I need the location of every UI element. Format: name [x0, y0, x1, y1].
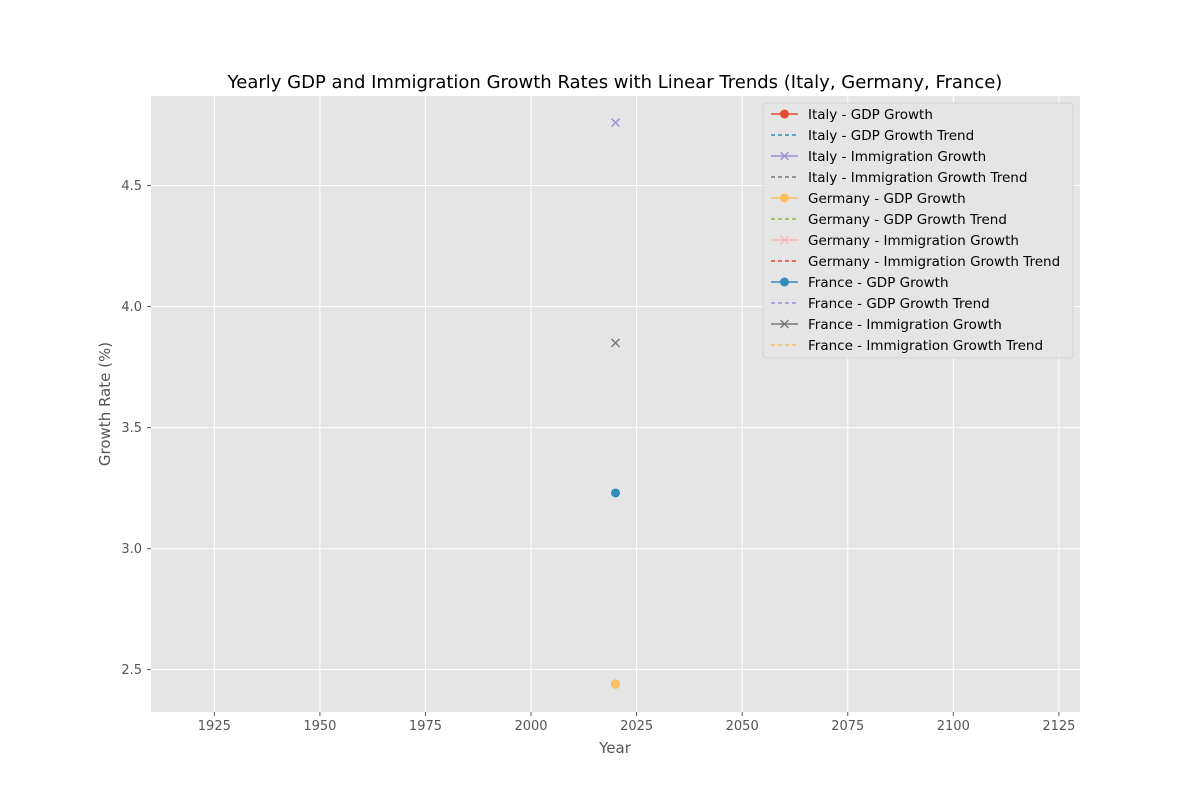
x-tick-label: 2125	[1042, 719, 1075, 734]
legend-item: Italy - GDP Growth Trend	[771, 128, 974, 144]
y-tick-label: 2.5	[121, 663, 142, 678]
legend-item: France - GDP Growth Trend	[771, 296, 990, 312]
y-tick-label: 4.0	[121, 300, 142, 315]
legend-item: France - Immigration Growth	[771, 317, 1002, 333]
legend-item: Germany - GDP Growth Trend	[771, 212, 1007, 228]
ticks: 1925 1950 1975 2000 2025 2050 2075 2100 2125 2.5 3…	[121, 179, 1075, 734]
legend-label: Italy - GDP Growth Trend	[808, 128, 974, 144]
x-tick-label: 2100	[937, 719, 970, 734]
legend-marker	[780, 109, 789, 119]
x-tick-label: 2075	[831, 719, 864, 734]
legend-label: Germany - Immigration Growth Trend	[808, 254, 1060, 270]
x-tick-label: 1975	[409, 719, 442, 734]
legend-marker	[780, 151, 789, 161]
series-layer	[611, 118, 620, 689]
data-point	[611, 118, 620, 128]
legend: Italy - GDP Growth Italy - GDP Growth Tre…	[762, 102, 1074, 359]
legend-label: Italy - GDP Growth	[808, 107, 933, 123]
legend-label: France - Immigration Growth	[808, 317, 1002, 333]
legend-marker	[780, 319, 789, 329]
legend-label: Germany - GDP Growth Trend	[808, 212, 1007, 228]
legend-label: Germany - Immigration Growth	[808, 233, 1019, 249]
series-8	[611, 488, 620, 498]
legend-item: Germany - GDP Growth	[771, 191, 966, 207]
legend-box	[762, 102, 1074, 359]
x-tick-label: 2025	[620, 719, 653, 734]
chart-title: Yearly GDP and Immigration Growth Rates …	[227, 72, 1003, 93]
legend-label: France - Immigration Growth Trend	[808, 338, 1043, 354]
legend-item: France - GDP Growth	[771, 275, 949, 291]
legend-marker	[780, 193, 789, 203]
legend-item: Germany - Immigration Growth	[771, 233, 1019, 249]
y-tick-label: 4.5	[121, 179, 142, 194]
legend-marker	[780, 277, 789, 287]
x-axis-label: Year	[598, 739, 632, 757]
x-tick-label: 1950	[303, 719, 336, 734]
legend-label: Italy - Immigration Growth	[808, 149, 986, 165]
y-tick-label: 3.0	[121, 542, 142, 557]
data-point	[611, 488, 620, 498]
series-2	[611, 118, 620, 128]
x-tick-label: 1925	[198, 719, 231, 734]
legend-item: France - Immigration Growth Trend	[771, 338, 1043, 354]
legend-items: Italy - GDP Growth Italy - GDP Growth Tre…	[771, 107, 1060, 354]
series-10	[611, 338, 620, 348]
x-tick-label: 2050	[726, 719, 759, 734]
y-axis-label: Growth Rate (%)	[96, 342, 114, 466]
x-tick-label: 2000	[514, 719, 547, 734]
legend-item: Italy - Immigration Growth	[771, 149, 986, 165]
legend-item: Italy - GDP Growth	[771, 107, 933, 123]
grid	[151, 96, 1080, 712]
legend-item: Germany - Immigration Growth Trend	[771, 254, 1060, 270]
legend-label: France - GDP Growth	[808, 275, 949, 291]
legend-label: Germany - GDP Growth	[808, 191, 966, 207]
legend-label: France - GDP Growth Trend	[808, 296, 990, 312]
legend-marker	[780, 235, 789, 245]
data-point	[611, 679, 620, 689]
series-4	[611, 679, 620, 689]
legend-item: Italy - Immigration Growth Trend	[771, 170, 1027, 186]
y-tick-label: 3.5	[121, 421, 142, 436]
legend-label: Italy - Immigration Growth Trend	[808, 170, 1027, 186]
data-point	[611, 338, 620, 348]
